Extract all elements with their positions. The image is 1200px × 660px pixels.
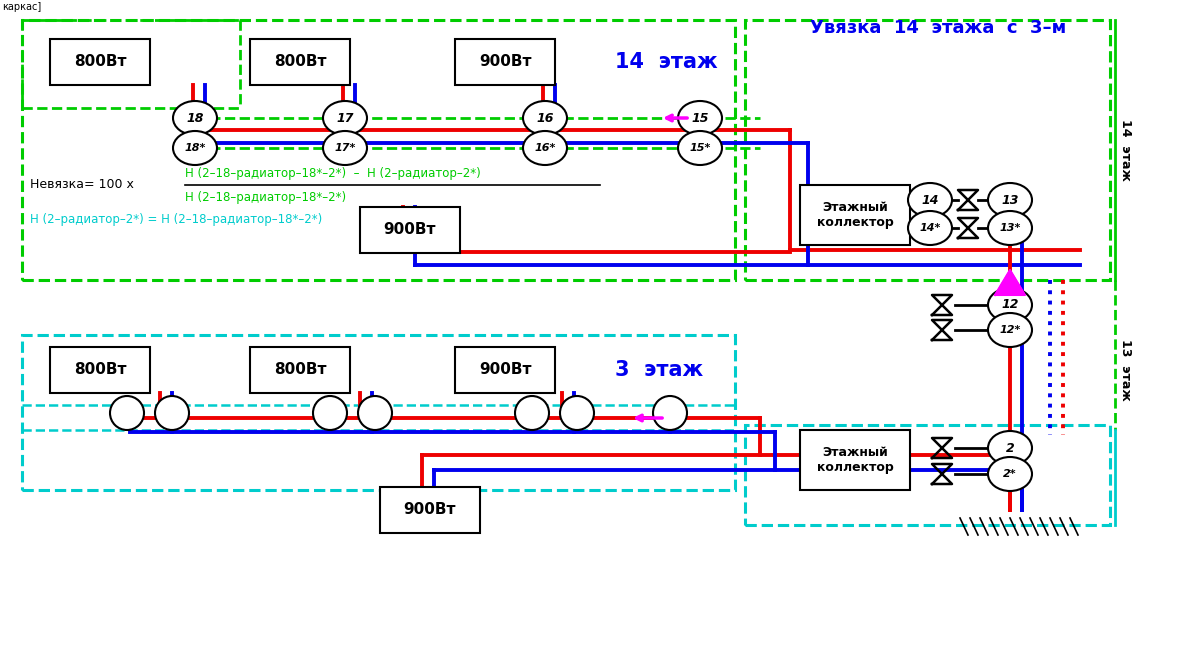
Ellipse shape <box>173 131 217 165</box>
Text: 900Вт: 900Вт <box>384 222 437 238</box>
Text: Этажный
коллектор: Этажный коллектор <box>817 201 893 229</box>
Bar <box>800 185 910 245</box>
Text: 15*: 15* <box>689 143 710 153</box>
Bar <box>455 39 554 85</box>
Text: 12*: 12* <box>1000 325 1021 335</box>
Ellipse shape <box>523 131 568 165</box>
Text: 2*: 2* <box>1003 469 1016 479</box>
Bar <box>50 347 150 393</box>
Text: 13: 13 <box>1001 193 1019 207</box>
Text: Н (2–18–радиатор–18*–2*)  –  Н (2–радиатор–2*): Н (2–18–радиатор–18*–2*) – Н (2–радиатор… <box>185 168 481 180</box>
Bar <box>250 39 350 85</box>
Circle shape <box>155 396 190 430</box>
Ellipse shape <box>988 288 1032 322</box>
Ellipse shape <box>988 431 1032 465</box>
Text: 14: 14 <box>922 193 938 207</box>
Text: 13*: 13* <box>1000 223 1021 233</box>
Bar <box>250 347 350 393</box>
Ellipse shape <box>678 101 722 135</box>
Bar <box>745 20 1110 280</box>
Text: 18*: 18* <box>185 143 205 153</box>
Text: 800Вт: 800Вт <box>73 362 126 378</box>
Text: 17: 17 <box>336 112 354 125</box>
Ellipse shape <box>323 131 367 165</box>
Text: 13  этаж: 13 этаж <box>1118 339 1132 401</box>
Ellipse shape <box>908 211 952 245</box>
Text: 800Вт: 800Вт <box>73 55 126 69</box>
Bar <box>50 39 150 85</box>
Circle shape <box>560 396 594 430</box>
Text: Невязка= 100 x: Невязка= 100 x <box>30 178 134 191</box>
Bar <box>455 347 554 393</box>
Text: Увязка  14  этажа  с  3–м: Увязка 14 этажа с 3–м <box>810 19 1067 37</box>
Circle shape <box>653 396 686 430</box>
Ellipse shape <box>988 183 1032 217</box>
Text: 800Вт: 800Вт <box>274 55 326 69</box>
Text: 2: 2 <box>1006 442 1014 455</box>
Text: 14*: 14* <box>919 223 941 233</box>
Text: 900Вт: 900Вт <box>479 362 532 378</box>
Bar <box>360 207 460 253</box>
Ellipse shape <box>173 101 217 135</box>
Text: 900Вт: 900Вт <box>403 502 456 517</box>
Ellipse shape <box>988 211 1032 245</box>
Text: Н (2–радиатор–2*) = Н (2–18–радиатор–18*–2*): Н (2–радиатор–2*) = Н (2–18–радиатор–18*… <box>30 213 323 226</box>
Ellipse shape <box>323 101 367 135</box>
Text: Н (2–18–радиатор–18*–2*): Н (2–18–радиатор–18*–2*) <box>185 191 346 203</box>
Bar <box>380 487 480 533</box>
Text: 14  этаж: 14 этаж <box>1118 119 1132 181</box>
Text: 12: 12 <box>1001 298 1019 312</box>
Text: каркас]: каркас] <box>2 2 41 12</box>
Text: Этажный
коллектор: Этажный коллектор <box>817 446 893 474</box>
Bar <box>22 335 734 490</box>
Ellipse shape <box>988 313 1032 347</box>
Circle shape <box>110 396 144 430</box>
Text: 3  этаж: 3 этаж <box>616 360 703 380</box>
Text: 18: 18 <box>186 112 204 125</box>
Ellipse shape <box>908 183 952 217</box>
Ellipse shape <box>678 131 722 165</box>
Text: 16: 16 <box>536 112 553 125</box>
Text: 15: 15 <box>691 112 709 125</box>
Text: 800Вт: 800Вт <box>274 362 326 378</box>
Text: 17*: 17* <box>335 143 355 153</box>
Ellipse shape <box>523 101 568 135</box>
Circle shape <box>515 396 550 430</box>
Text: 14  этаж: 14 этаж <box>616 52 718 72</box>
Circle shape <box>358 396 392 430</box>
Bar <box>22 20 734 280</box>
Bar <box>745 425 1110 525</box>
Ellipse shape <box>988 457 1032 491</box>
Text: 900Вт: 900Вт <box>479 55 532 69</box>
Circle shape <box>313 396 347 430</box>
Bar <box>800 430 910 490</box>
Polygon shape <box>995 270 1025 295</box>
Text: 16*: 16* <box>534 143 556 153</box>
